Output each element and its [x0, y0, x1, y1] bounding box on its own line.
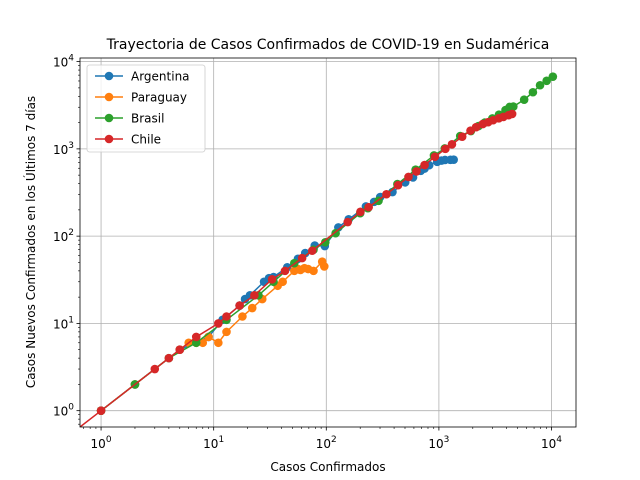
y-tick-label: 103 — [53, 141, 74, 157]
data-point-brasil — [331, 228, 340, 238]
data-point-brasil — [321, 238, 330, 247]
data-point-paraguay — [198, 338, 208, 348]
x-tick-label: 103 — [428, 435, 449, 451]
data-point-brasil — [509, 102, 518, 111]
data-point-chile — [214, 319, 223, 328]
data-point-chile — [235, 301, 244, 310]
legend-marker-brasil — [104, 113, 114, 123]
data-point-chile — [364, 202, 373, 212]
data-point-chile — [393, 180, 403, 190]
y-tick-label: 100 — [53, 403, 74, 419]
data-point-chile — [150, 364, 160, 374]
data-point-chile — [343, 217, 353, 227]
x-axis-label: Casos Confirmados — [270, 460, 385, 474]
data-point-brasil — [528, 87, 538, 97]
x-tick-label: 100 — [91, 435, 112, 451]
y-axis-label: Casos Nuevos Confirmados en los Últimos … — [23, 96, 38, 388]
data-point-paraguay — [222, 327, 231, 337]
data-point-chile — [250, 290, 259, 300]
data-point-brasil — [535, 80, 545, 90]
legend-label-brasil: Brasil — [131, 112, 164, 126]
data-point-chile — [447, 140, 457, 149]
data-point-chile — [280, 266, 290, 276]
data-point-chile — [267, 275, 277, 284]
data-point-chile — [420, 160, 429, 170]
data-point-brasil — [519, 95, 529, 104]
data-point-chile — [382, 189, 391, 199]
y-axis: 100 101 102 103 104 — [53, 54, 80, 425]
data-point-brasil — [548, 72, 558, 81]
data-point-argentina — [449, 155, 458, 164]
chart-title: Trayectoria de Casos Confirmados de COVI… — [106, 37, 550, 53]
data-point-chile — [222, 312, 231, 321]
series-line-extension-chile — [80, 410, 102, 427]
data-point-chile — [404, 172, 413, 182]
legend-box — [86, 64, 206, 153]
legend-item-brasil: Brasil — [95, 112, 164, 126]
series-paraguay — [96, 257, 329, 415]
grid — [80, 58, 576, 427]
data-point-paraguay — [319, 262, 329, 271]
data-point-chile — [457, 132, 467, 141]
x-tick-label: 102 — [316, 435, 337, 451]
data-point-chile — [356, 207, 365, 217]
data-point-chile — [191, 332, 201, 342]
legend-marker-argentina — [104, 71, 114, 81]
series-layer — [80, 72, 558, 427]
legend: Argentina Paraguay Brasil Chile — [86, 64, 206, 153]
data-point-paraguay — [238, 312, 247, 321]
legend-item-argentina: Argentina — [95, 70, 190, 84]
data-point-chile — [471, 122, 481, 132]
legend-marker-chile — [104, 134, 114, 144]
legend-item-chile: Chile — [95, 133, 161, 147]
y-tick-label: 104 — [53, 54, 74, 70]
data-point-paraguay — [309, 266, 318, 276]
data-point-chile — [507, 109, 517, 119]
x-tick-label: 104 — [541, 435, 562, 451]
legend-item-paraguay: Paraguay — [95, 91, 187, 105]
y-tick-label: 102 — [53, 228, 74, 244]
y-tick-label: 101 — [53, 315, 74, 331]
data-point-paraguay — [278, 277, 287, 287]
data-point-chile — [297, 253, 307, 263]
data-point-chile — [412, 167, 421, 176]
plot-frame — [79, 57, 577, 428]
legend-marker-paraguay — [104, 92, 114, 102]
legend-label-argentina: Argentina — [131, 70, 190, 84]
data-point-paraguay — [214, 338, 223, 348]
data-point-chile — [307, 246, 317, 256]
data-point-brasil — [542, 76, 551, 86]
x-tick-label: 101 — [203, 435, 224, 451]
data-point-chile — [175, 345, 185, 354]
legend-label-chile: Chile — [131, 133, 161, 147]
data-point-chile — [164, 353, 174, 363]
data-point-paraguay — [247, 303, 257, 313]
data-point-chile — [441, 144, 450, 154]
series-chile — [80, 109, 517, 427]
x-axis: 100 101 102 103 104 — [83, 427, 562, 451]
legend-label-paraguay: Paraguay — [131, 91, 187, 105]
data-point-chile — [430, 152, 440, 162]
